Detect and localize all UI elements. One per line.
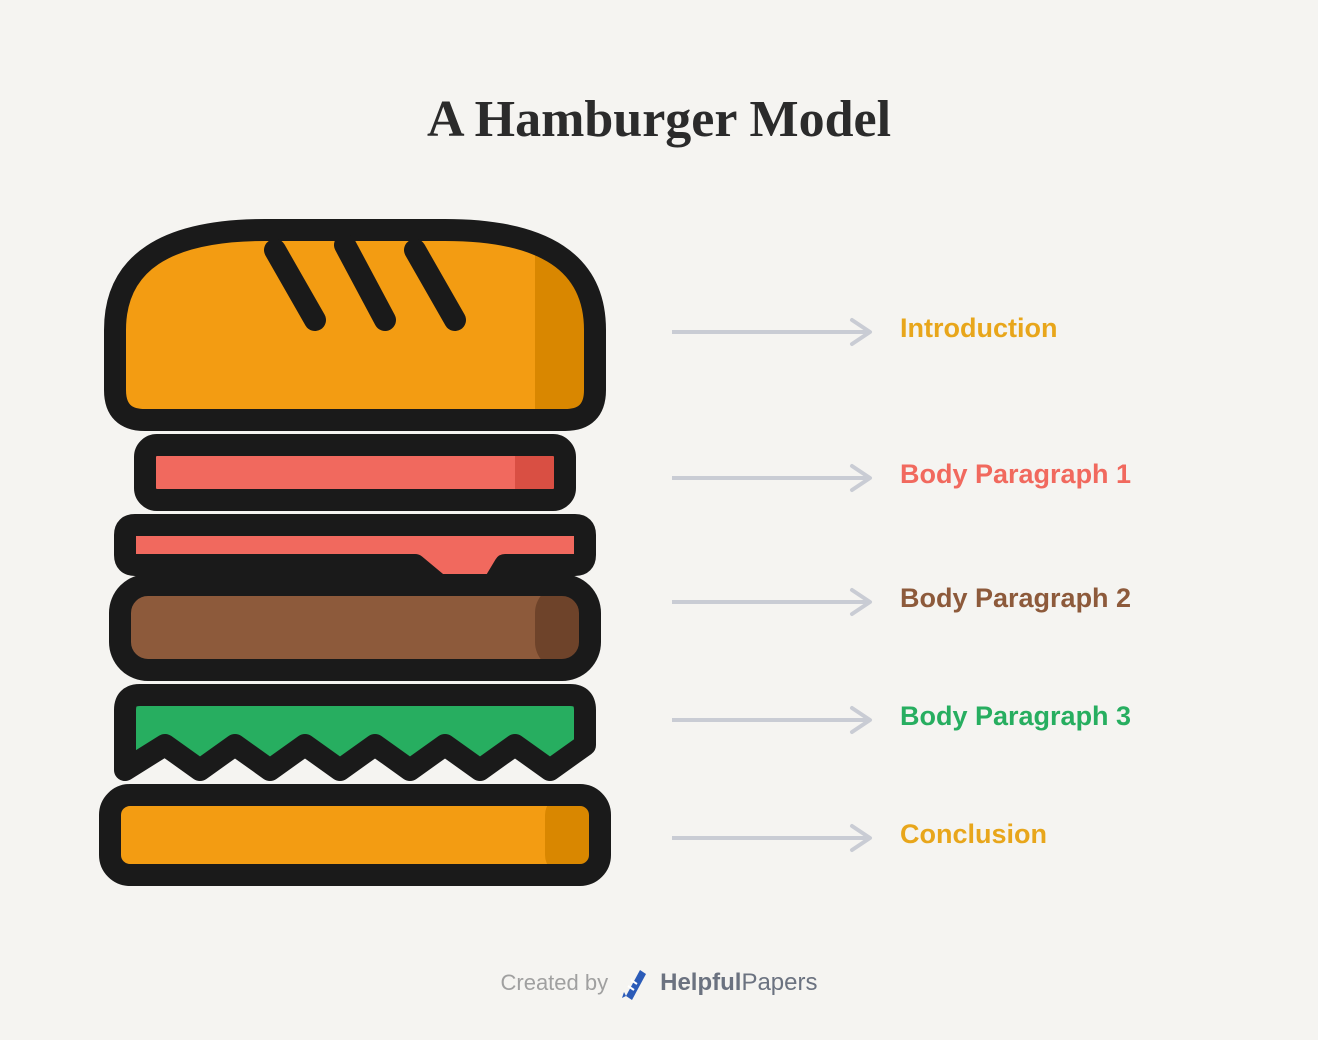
arrow-intro (670, 312, 890, 352)
brand-part-1: Helpful (660, 969, 741, 996)
tomato-layer (145, 445, 565, 500)
arrow-body3 (670, 700, 890, 740)
bottom-bun-layer (110, 795, 600, 875)
patty-layer (120, 585, 590, 670)
arrow-concl (670, 818, 890, 858)
diagram-title: A Hamburger Model (0, 90, 1318, 149)
label-body1: Body Paragraph 1 (900, 459, 1131, 490)
lettuce-layer (125, 695, 585, 770)
brand-name: HelpfulPapers (620, 966, 817, 1000)
brand-part-2: Papers (741, 969, 817, 996)
hamburger-diagram-icon (85, 210, 625, 890)
infographic-canvas: A Hamburger Model (0, 0, 1318, 1040)
top-bun-layer (115, 230, 595, 420)
label-body2: Body Paragraph 2 (900, 583, 1131, 614)
created-by-text: Created by (501, 970, 609, 996)
arrow-body1 (670, 458, 890, 498)
arrow-body2 (670, 582, 890, 622)
attribution-footer: Created by HelpfulPapers (0, 966, 1318, 1000)
label-intro: Introduction (900, 313, 1057, 344)
label-concl: Conclusion (900, 819, 1047, 850)
helpfulpapers-logo-icon (620, 966, 650, 1000)
label-body3: Body Paragraph 3 (900, 701, 1131, 732)
